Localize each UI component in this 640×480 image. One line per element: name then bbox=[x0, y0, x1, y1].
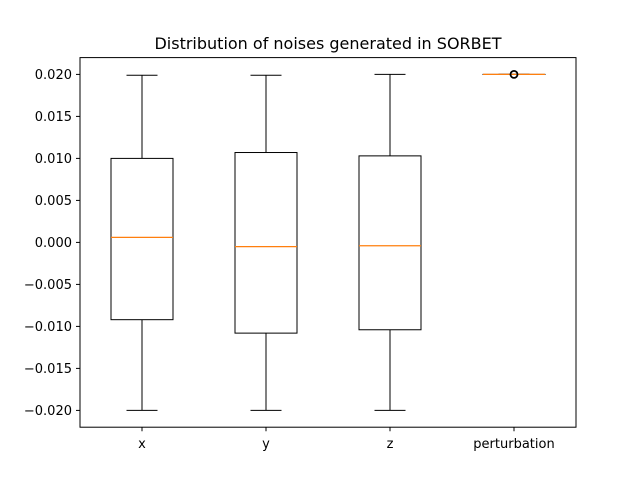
plot-area: −0.020 −0.015 −0.010 −0.005 0.000 0.005 0.010 0… bbox=[24, 68, 555, 452]
x-tick-label: z bbox=[387, 437, 394, 452]
box-y bbox=[234, 152, 298, 334]
y-tick-label: 0.010 bbox=[35, 152, 72, 167]
y-tick-label: 0.000 bbox=[35, 236, 72, 251]
y-tick-label: 0.005 bbox=[35, 194, 72, 209]
y-tick-label: −0.010 bbox=[24, 320, 72, 335]
box-z bbox=[358, 155, 422, 331]
x-tick-label: x bbox=[138, 437, 146, 452]
chart-title: Distribution of noises generated in SORB… bbox=[154, 34, 501, 53]
x-tick-label: perturbation bbox=[473, 437, 554, 452]
y-tick-label: 0.015 bbox=[35, 110, 72, 125]
y-tick-label: −0.005 bbox=[24, 278, 72, 293]
outlier-point bbox=[509, 70, 519, 79]
y-tick-label: −0.020 bbox=[24, 404, 72, 419]
axes-frame bbox=[79, 57, 577, 428]
box-x bbox=[110, 157, 174, 321]
y-tick-label: 0.020 bbox=[35, 68, 72, 83]
y-tick-label: −0.015 bbox=[24, 362, 72, 377]
x-tick-label: y bbox=[262, 437, 270, 452]
